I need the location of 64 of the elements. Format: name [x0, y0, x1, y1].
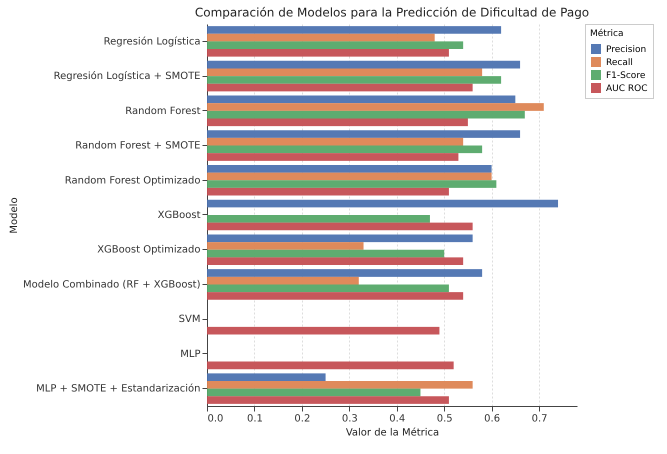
y-tick-label: Modelo Combinado (RF + XGBoost) [23, 279, 201, 290]
bar [207, 388, 420, 396]
bar [207, 138, 464, 146]
y-axis-title: Modelo [9, 197, 20, 234]
bar [207, 234, 473, 242]
x-tick-label: 0.3 [342, 414, 358, 424]
bar [207, 200, 558, 208]
bar [207, 84, 473, 92]
bar [207, 60, 520, 68]
bar [207, 180, 496, 188]
y-tick-label: Regresión Logística [104, 36, 200, 48]
bar [207, 373, 326, 381]
x-axis-title: Valor de la Métrica [346, 428, 440, 438]
x-tick-label: 0.2 [294, 414, 310, 424]
bar [207, 26, 502, 34]
bar [207, 96, 516, 104]
y-tick-label: Random Forest Optimizado [64, 175, 200, 186]
bar [207, 130, 520, 138]
y-tick-label: Regresión Logística + SMOTE [54, 71, 200, 82]
bar [207, 380, 473, 389]
bar [207, 257, 464, 266]
y-tick-label: XGBoost Optimizado [97, 244, 200, 256]
bar [207, 110, 525, 118]
bar [207, 362, 454, 370]
bar [207, 222, 473, 230]
bar [207, 76, 502, 84]
y-tick-label: Random Forest [125, 106, 201, 117]
x-tick-label: 0.4 [389, 414, 406, 424]
x-tick-label: 0.0 [208, 414, 224, 424]
x-tick-label: 0.5 [436, 414, 453, 424]
y-tick-label: MLP [180, 348, 200, 360]
y-tick-label: Random Forest + SMOTE [75, 140, 200, 152]
bar [207, 172, 492, 180]
bar [207, 284, 449, 292]
x-tick-label: 0.6 [484, 414, 500, 424]
bar [207, 269, 482, 277]
chart-title: Comparación de Modelos para la Predicción de Dificultad de Pago [194, 6, 590, 20]
bar [207, 188, 449, 196]
bar [207, 103, 544, 111]
bar [207, 146, 482, 154]
legend-label: AUC ROC [606, 84, 648, 94]
y-tick-label: XGBoost [158, 210, 201, 221]
bar [207, 276, 359, 284]
bar [207, 250, 444, 258]
bar [207, 396, 449, 404]
bar [207, 118, 468, 126]
legend-label: F1-Score [606, 71, 646, 81]
legend-label: Recall [606, 58, 633, 68]
x-tick-label: 0.7 [532, 414, 548, 424]
bar [207, 164, 492, 173]
bar [207, 34, 435, 42]
bar [207, 242, 364, 250]
x-tick-label: 0.1 [246, 414, 263, 424]
bar [207, 153, 458, 161]
bar [207, 292, 464, 300]
legend-label: Precision [606, 45, 646, 55]
bar [207, 68, 482, 76]
bar [207, 41, 464, 50]
bar [207, 326, 440, 334]
bar [207, 215, 430, 223]
legend-title: Métrica [590, 28, 624, 39]
y-tick-label: MLP + SMOTE + Estandarización [36, 384, 200, 395]
y-tick-label: SVM [178, 314, 200, 326]
bar [207, 49, 449, 57]
